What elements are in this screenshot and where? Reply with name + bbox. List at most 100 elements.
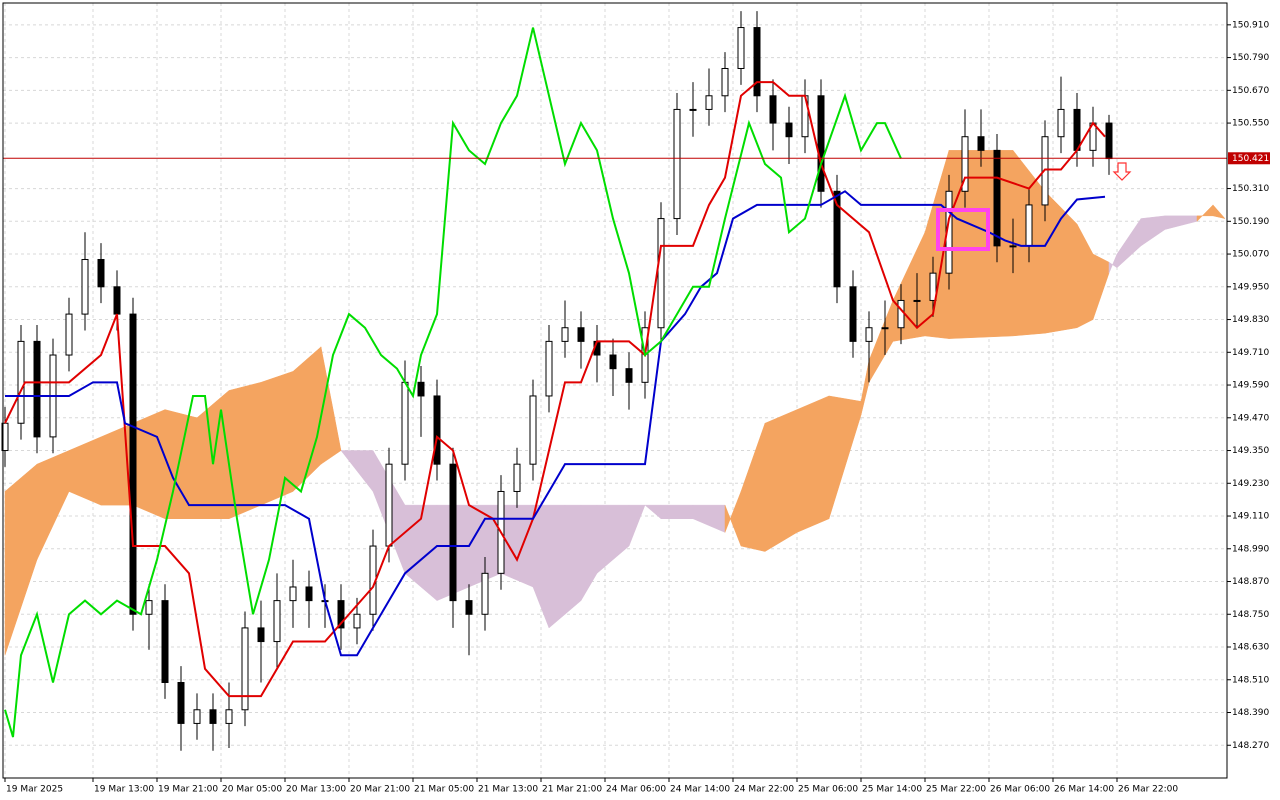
x-tick-label: 24 Mar 06:00 [606,785,666,795]
y-tick-label: 150.190 [1232,217,1269,227]
y-tick-label: 150.790 [1232,53,1269,63]
x-tick-label: 25 Mar 06:00 [798,785,858,795]
candle-body [977,136,985,151]
candle-body [737,27,745,69]
candle-body [657,218,665,329]
candle-body [1073,108,1081,151]
candle-body [929,272,937,301]
highlight-box [936,208,990,251]
candle-body [881,327,889,330]
cloud-segment [320,346,342,465]
indicator-lines [4,27,1106,738]
y-tick-label: 148.270 [1232,741,1269,751]
candle-body [1105,122,1113,160]
current-price-label: 150.421 [1232,154,1269,164]
candle-body [897,299,905,329]
y-tick-label: 150.310 [1232,184,1269,194]
candle-body [705,95,713,110]
y-tick-label: 150.910 [1232,20,1269,30]
y-tick-label: 150.670 [1232,86,1269,96]
y-tick-label: 149.110 [1232,512,1269,522]
candle-body [289,586,297,602]
y-tick-label: 148.390 [1232,708,1269,718]
candle-body [385,463,393,547]
candle-body [721,67,729,97]
indicator-line [4,81,1106,698]
candle-body [849,286,857,342]
x-tick-label: 19 Mar 21:00 [158,785,218,795]
x-tick-label: 20 Mar 13:00 [286,785,346,795]
y-tick-label: 148.750 [1232,610,1269,620]
x-tick-label: 21 Mar 21:00 [542,785,602,795]
x-tick-label: 20 Mar 21:00 [350,785,410,795]
candle-body [753,27,761,97]
x-tick-label: 26 Mar 06:00 [990,785,1050,795]
axes: 150.910 150.790 150.670 150.550 150.310 150.1… [3,20,1270,795]
candle-body [337,600,345,629]
candle-body [513,463,521,492]
candle-body [529,395,537,465]
candle-body [481,572,489,615]
cloud-segment [796,395,830,533]
candle-body [305,586,313,602]
candle-body [609,354,617,370]
x-tick-label: 19 Mar 13:00 [94,785,154,795]
candle-body [225,709,233,724]
x-tick-label: 24 Mar 14:00 [670,785,730,795]
indicator-line [4,27,902,738]
candle-body [193,709,201,724]
y-tick-label: 149.950 [1232,282,1269,292]
y-tick-label: 148.510 [1232,675,1269,685]
cloud-segment [660,504,694,520]
x-tick-label: 21 Mar 05:00 [414,785,474,795]
candle-body [465,600,473,615]
candle-body [433,395,441,465]
x-tick-label: 20 Mar 05:00 [222,785,282,795]
candle-body [97,259,105,288]
candle-body [961,136,969,192]
candle-body [177,681,185,724]
candle-body [145,600,153,615]
y-tick-label: 149.350 [1232,446,1269,456]
y-tick-label: 149.830 [1232,315,1269,325]
cloud-segment [764,409,798,552]
plot-frame [2,2,1228,779]
candle-body [273,600,281,643]
candle-body [257,627,265,643]
indicator-line [5,190,1106,657]
candle-body [401,381,409,465]
cloud-segment [260,371,294,506]
y-tick-label: 149.470 [1232,413,1269,423]
candle-body [1057,108,1065,138]
candle-body [129,313,137,615]
x-tick-label: 26 Mar 22:00 [1118,785,1178,795]
candle-body [833,190,841,288]
y-tick-label: 149.230 [1232,479,1269,489]
y-tick-label: 150.070 [1232,250,1269,260]
candle-body [417,381,425,397]
candle-body [33,340,41,438]
cloud-segment [1212,204,1226,219]
cloud-segment [500,504,534,588]
candle-body [577,327,585,342]
candle-body [673,108,681,220]
candle-body [545,340,553,397]
y-tick-label: 148.990 [1232,544,1269,554]
y-tick-label: 149.710 [1232,348,1269,358]
y-tick-label: 148.630 [1232,643,1269,653]
candle-body [817,95,825,192]
cloud-segment [564,504,582,615]
candle-body [353,613,361,629]
y-tick-label: 149.590 [1232,381,1269,391]
candle-body [561,327,569,342]
cloud-segment [132,409,166,520]
y-tick-label: 150.550 [1232,119,1269,129]
x-tick-label: 26 Mar 14:00 [1054,785,1114,795]
candle-body [1009,245,1017,248]
candle-body [769,95,777,124]
candle-body [689,108,697,111]
y-tick-label: 148.870 [1232,577,1269,587]
x-tick-label: 21 Mar 13:00 [478,785,538,795]
